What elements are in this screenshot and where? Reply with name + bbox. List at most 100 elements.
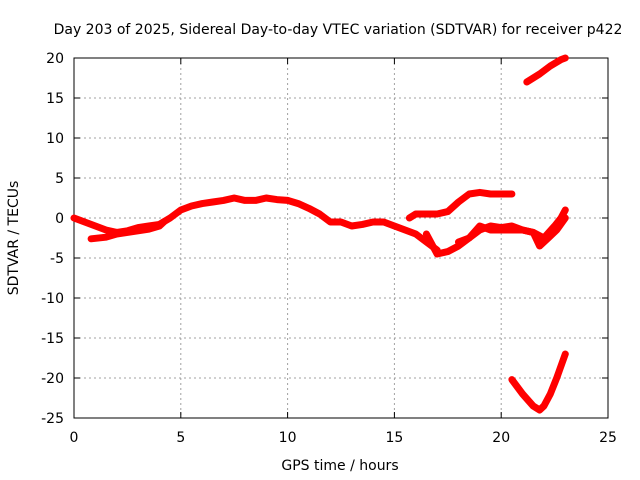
- data-point: [359, 221, 366, 228]
- x-tick-label: 0: [70, 430, 79, 446]
- x-tick-label: 5: [176, 430, 185, 446]
- x-tick-label: 10: [279, 430, 297, 446]
- data-point: [547, 63, 554, 69]
- data-point: [423, 211, 430, 217]
- data-point: [316, 211, 323, 217]
- y-tick-label: 15: [46, 91, 64, 107]
- data-point: [252, 197, 259, 204]
- data-point: [160, 219, 167, 225]
- data-point: [487, 223, 494, 229]
- data-point: [434, 211, 441, 217]
- data-point: [519, 227, 526, 233]
- data-point: [284, 197, 291, 204]
- data-point: [231, 195, 238, 201]
- data-point: [241, 197, 248, 204]
- data-point: [391, 223, 398, 229]
- data-point: [498, 191, 505, 197]
- data-point: [562, 351, 569, 357]
- data-series-4: [455, 214, 569, 250]
- data-series-5: [523, 54, 569, 86]
- data-point: [380, 219, 387, 225]
- data-point: [508, 376, 515, 383]
- data-point: [444, 248, 451, 255]
- data-point: [434, 251, 441, 257]
- data-point: [88, 235, 95, 242]
- data-point: [135, 227, 142, 234]
- data-series-0: [70, 194, 441, 254]
- data-point: [156, 223, 163, 229]
- series-line: [422, 206, 569, 258]
- data-marks: [70, 54, 569, 414]
- data-point: [81, 219, 88, 225]
- series-line: [508, 350, 569, 414]
- y-tick-label: -20: [41, 371, 64, 387]
- x-tick-label: 15: [385, 430, 403, 446]
- data-point: [71, 215, 77, 221]
- data-point: [423, 231, 430, 237]
- data-point: [536, 71, 543, 77]
- data-point: [263, 195, 270, 201]
- data-point: [412, 211, 419, 217]
- data-point: [562, 55, 569, 61]
- data-point: [487, 191, 494, 197]
- plot-border: [73, 57, 609, 419]
- data-point: [145, 226, 152, 233]
- x-axis-title: GPS time / hours: [281, 458, 398, 474]
- y-tick-label: -15: [41, 331, 64, 347]
- data-point: [444, 208, 451, 215]
- y-tick-label: -10: [41, 291, 64, 307]
- data-point: [466, 235, 473, 241]
- data-point: [295, 200, 302, 207]
- data-point: [562, 215, 569, 221]
- data-point: [103, 234, 110, 241]
- data-point: [547, 391, 554, 397]
- data-point: [412, 231, 419, 237]
- data-point: [273, 196, 280, 203]
- y-tick-label: 10: [46, 131, 64, 147]
- data-point: [406, 215, 413, 221]
- data-point: [508, 223, 515, 229]
- data-point: [167, 215, 174, 221]
- data-point: [562, 207, 569, 213]
- data-point: [209, 199, 216, 205]
- data-point: [338, 219, 344, 225]
- axis-ticks: 0 5 10 15 20 25 -25 -20 -15 -10 -5 0 5 10 15 20: [41, 51, 617, 446]
- data-point: [327, 219, 334, 225]
- data-point: [177, 207, 184, 213]
- data-point: [124, 229, 131, 236]
- data-point: [476, 227, 483, 233]
- data-series-1: [87, 218, 168, 243]
- data-point: [113, 231, 120, 237]
- data-point: [402, 227, 409, 233]
- data-point: [540, 403, 547, 409]
- data-point: [199, 200, 206, 207]
- y-tick-label: 5: [55, 171, 64, 187]
- data-point: [553, 227, 560, 233]
- data-point: [508, 191, 515, 197]
- data-point: [455, 199, 462, 205]
- data-point: [536, 243, 543, 249]
- data-point: [519, 391, 526, 397]
- data-series-6: [508, 350, 569, 414]
- data-point: [498, 224, 505, 231]
- data-point: [188, 203, 195, 209]
- x-tick-label: 20: [492, 430, 510, 446]
- chart-title: Day 203 of 2025, Sidereal Day-to-day VTE…: [54, 22, 623, 38]
- data-point: [553, 375, 560, 381]
- data-point: [530, 229, 537, 236]
- y-tick-label: 20: [46, 51, 64, 67]
- data-point: [476, 189, 483, 196]
- data-point: [545, 235, 552, 241]
- data-point: [530, 403, 537, 409]
- y-tick-label: -25: [41, 411, 64, 427]
- data-point: [103, 227, 110, 233]
- data-point: [536, 407, 543, 413]
- grid: [74, 58, 608, 418]
- y-axis-title: SDTVAR / TECUs: [6, 181, 22, 296]
- x-tick-label: 25: [599, 430, 617, 446]
- data-point: [305, 205, 312, 212]
- y-tick-label: -5: [50, 251, 64, 267]
- data-series-2: [405, 188, 516, 222]
- data-point: [370, 219, 377, 225]
